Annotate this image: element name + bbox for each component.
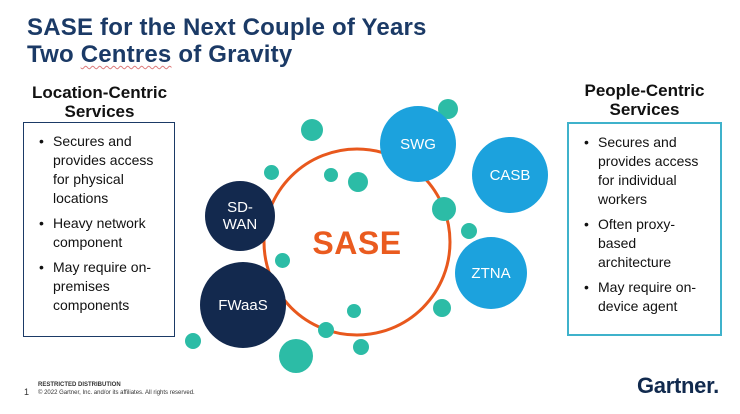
bullet-item: Secures and provides access for individu… [581,133,710,209]
title-line-2: Two Centres of Gravity [27,41,293,68]
bullet-item: May require on-device agent [581,278,710,316]
left-panel-bullet-list: Secures and provides access for physical… [24,123,174,315]
sase-center-label: SASE [312,225,402,261]
node-sd-wan: SD-WAN [205,181,275,251]
right-panel-heading: People-Centric Services [584,81,705,119]
teal-dot [432,197,456,221]
teal-dot [275,253,290,268]
teal-dot [438,99,458,119]
bullet-item: Heavy network component [36,214,164,252]
teal-dot [347,304,361,318]
teal-dot [461,223,477,239]
title-line-1: SASE for the Next Couple of Years [27,14,427,41]
teal-dot [433,299,451,317]
teal-dot [318,322,334,338]
footer-text: RESTRICTED DISTRIBUTION © 2022 Gartner, … [38,381,195,397]
node-casb: CASB [472,137,548,213]
teal-dot [264,165,279,180]
bullet-item: Secures and provides access for physical… [36,132,164,208]
bullet-item: Often proxy-based architecture [581,215,710,272]
page-number: 1 [24,387,30,397]
left-panel-heading: Location-Centric Services [31,83,168,121]
teal-dot [348,172,368,192]
teal-dot [353,339,369,355]
teal-dot [301,119,323,141]
copyright-notice: © 2022 Gartner, Inc. and/or its affiliat… [38,390,195,396]
right-panel-box: Secures and provides access for individu… [567,122,722,336]
restricted-distribution-label: RESTRICTED DISTRIBUTION [38,382,121,388]
gartner-logo: Gartner. [637,373,719,398]
node-fwaas: FWaaS [200,262,286,348]
node-ztna: ZTNA [455,237,527,309]
node-swg: SWG [380,106,456,182]
left-panel-box: Secures and provides access for physical… [23,122,175,337]
right-panel-bullet-list: Secures and provides access for individu… [569,124,720,316]
bullet-item: May require on-premises components [36,258,164,315]
misspelled-word: Centres [80,41,172,68]
teal-dot [185,333,201,349]
teal-dot [324,168,338,182]
teal-dot [279,339,313,373]
page-title: SASE for the Next Couple of Years Two Ce… [27,14,427,68]
